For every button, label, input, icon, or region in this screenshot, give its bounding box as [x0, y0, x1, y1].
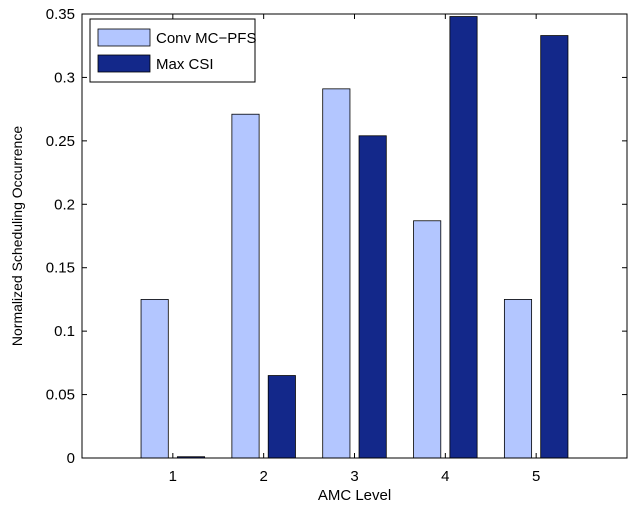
- x-tick-label: 5: [532, 468, 540, 485]
- bars-group: [140, 16, 569, 459]
- y-tick-label: 0.3: [54, 69, 75, 86]
- y-axis-label: Normalized Scheduling Occurrence: [9, 126, 25, 346]
- legend-swatch-max-csi: [97, 54, 151, 73]
- plot-area: [82, 14, 627, 458]
- x-tick-label: 2: [259, 468, 267, 485]
- x-axis-label: AMC Level: [318, 487, 391, 504]
- legend-swatch-conv-mc-pfs: [97, 28, 151, 47]
- x-tick-label: 1: [169, 468, 177, 485]
- plot-frame: [81, 13, 628, 459]
- x-axis: 1 2 3 4 5: [169, 14, 540, 485]
- legend: Conv MC−PFS Max CSI: [89, 18, 256, 83]
- y-tick-label: 0: [67, 450, 75, 467]
- legend-label-max-csi: Max CSI: [156, 56, 214, 73]
- bar-conv-mc-pfs-2: [231, 113, 260, 459]
- bar-conv-mc-pfs-3: [322, 88, 351, 459]
- legend-label-conv-mc-pfs: Conv MC−PFS: [156, 30, 256, 47]
- bar-max-csi-5: [540, 35, 569, 459]
- y-tick-label: 0.35: [46, 6, 75, 23]
- y-tick-label: 0.25: [46, 133, 75, 150]
- y-tick-label: 0.2: [54, 196, 75, 213]
- bar-conv-mc-pfs-5: [503, 299, 533, 459]
- bar-max-csi-3: [358, 135, 387, 459]
- x-tick-label: 3: [350, 468, 358, 485]
- x-tick-label: 4: [441, 468, 449, 485]
- bar-conv-mc-pfs-4: [413, 220, 442, 459]
- y-tick-label: 0.15: [46, 260, 75, 277]
- y-tick-label: 0.1: [54, 323, 75, 340]
- bar-max-csi-2: [267, 375, 296, 459]
- y-axis: 0 0.05 0.1 0.15 0.2 0.25 0.3 0.35: [46, 6, 627, 467]
- bar-conv-mc-pfs-1: [140, 299, 169, 459]
- bar-max-csi-4: [449, 16, 478, 459]
- y-tick-label: 0.05: [46, 387, 75, 404]
